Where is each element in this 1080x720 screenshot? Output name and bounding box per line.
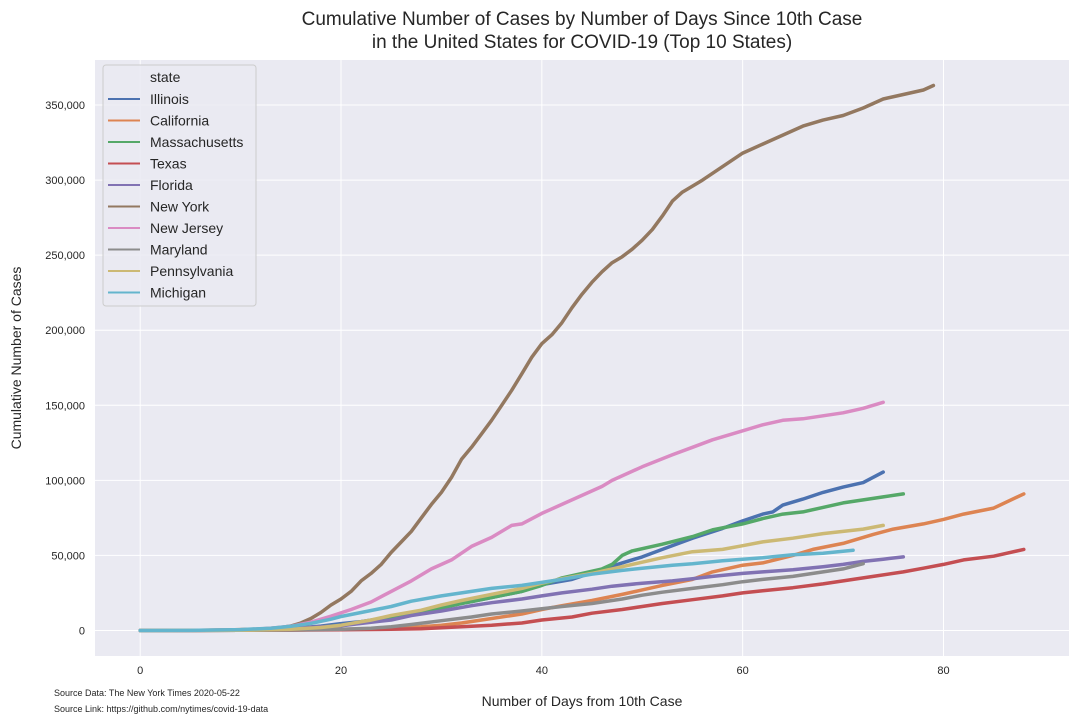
legend-label: California [150,113,209,129]
y-axis-label: Cumulative Number of Cases [8,267,24,450]
legend-label: Michigan [150,285,206,301]
legend-label: Pennsylvania [150,263,233,279]
series-line-michigan [138,548,855,633]
series-lines [138,83,1026,633]
chart-title-line-2: in the United States for COVID-19 (Top 1… [371,32,793,53]
legend-box [102,64,257,307]
chart-title-line-1: Cumulative Number of Cases by Number of … [301,9,863,30]
series-line-texas [138,547,1026,633]
series-line-new-york [138,83,936,633]
legend-label: Massachusetts [150,134,243,150]
legend-title: state [150,69,181,85]
legend-label: Texas [150,156,187,172]
plot-area-background [95,60,1069,656]
source-link-note[interactable]: Source Link: https://github.com/nytimes/… [54,704,269,714]
chart-title: Cumulative Number of Cases by Number of … [0,8,1080,54]
source-data-note: Source Data: The New York Times 2020-05-… [54,688,240,698]
y-tick-label: 150,000 [45,400,85,412]
axis-ticks: 0 20 40 60 80 0 50,000 100,000 150,000 200,000 250… [45,100,949,677]
x-tick-label: 60 [737,665,749,677]
x-tick-label: 40 [536,665,548,677]
legend-label: Florida [150,177,193,193]
x-tick-label: 20 [335,665,347,677]
x-tick-label: 0 [137,665,143,677]
x-tick-label: 80 [937,665,949,677]
legend-label: New Jersey [150,220,223,236]
legend-label: New York [150,199,210,215]
legend: state Illinois California Massachusetts Texa… [102,64,257,307]
y-tick-label: 0 [79,625,85,637]
y-tick-label: 300,000 [45,175,85,187]
y-tick-label: 50,000 [51,550,85,562]
y-tick-label: 200,000 [45,325,85,337]
y-tick-label: 250,000 [45,250,85,262]
legend-label: Maryland [150,242,208,258]
gridlines [95,60,1069,656]
series-line-new-jersey [138,400,885,633]
legend-label: Illinois [150,91,189,107]
series-line-maryland [138,561,865,633]
y-tick-label: 350,000 [45,100,85,112]
x-axis-label: Number of Days from 10th Case [482,693,683,709]
y-tick-label: 100,000 [45,475,85,487]
